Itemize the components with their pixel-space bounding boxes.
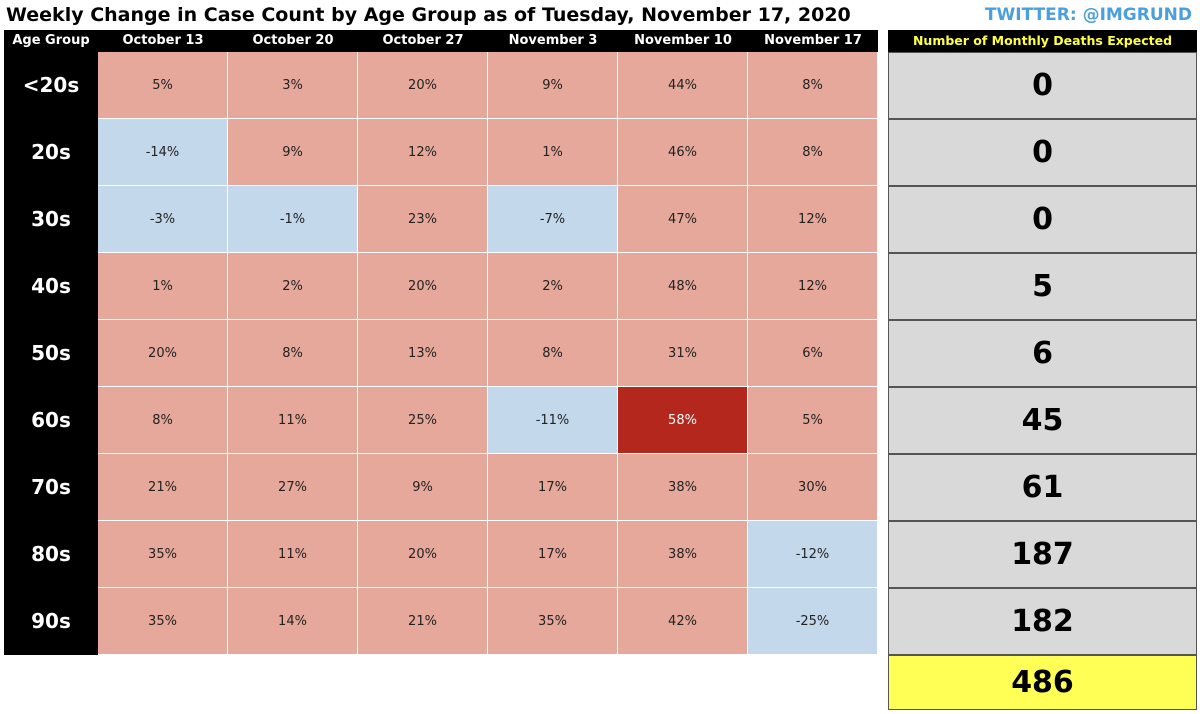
heatmap-cell: 2% (228, 253, 358, 320)
age-group-label: <20s (22, 73, 80, 97)
heatmap-cell: -7% (488, 186, 618, 253)
heatmap-cell: 1% (488, 119, 618, 186)
heatmap-grid: Age Group October 13 October 20 October 27 N… (4, 30, 878, 655)
heatmap-cell: 11% (228, 387, 358, 454)
heatmap-cell: 27% (228, 454, 358, 521)
age-group-label: 90s (31, 609, 71, 633)
heatmap-cell: 12% (748, 186, 878, 253)
heatmap-cell: 47% (618, 186, 748, 253)
heatmap-cell: 38% (618, 521, 748, 588)
heatmap-cell: 17% (488, 521, 618, 588)
heatmap-cell: 8% (748, 119, 878, 186)
column-header: October 13 (122, 33, 204, 48)
heatmap-cell: -12% (748, 521, 878, 588)
heatmap-cell: 9% (488, 52, 618, 119)
deaths-value: 45 (888, 387, 1197, 454)
heatmap-cell: 35% (98, 521, 228, 588)
heatmap-cell: 11% (228, 521, 358, 588)
heatmap-cell: 46% (618, 119, 748, 186)
age-group-label: 70s (31, 475, 71, 499)
heatmap-cell: 5% (98, 52, 228, 119)
heatmap-cell: 8% (748, 52, 878, 119)
deaths-value: 0 (888, 186, 1197, 253)
heatmap-cell: 8% (488, 320, 618, 387)
deaths-value: 61 (888, 454, 1197, 521)
column-header: November 10 (634, 33, 732, 48)
column-header: November 3 (508, 33, 598, 48)
heatmap-cell: 21% (98, 454, 228, 521)
deaths-total: 486 (888, 655, 1197, 710)
heatmap-cell: 20% (358, 521, 488, 588)
age-group-label: 40s (31, 274, 71, 298)
heatmap-cell: 5% (748, 387, 878, 454)
heatmap-cell: -25% (748, 588, 878, 655)
heatmap-cell: 13% (358, 320, 488, 387)
heatmap-cell: 8% (98, 387, 228, 454)
heatmap-cell: 21% (358, 588, 488, 655)
heatmap-cell: 38% (618, 454, 748, 521)
heatmap-cell: -11% (488, 387, 618, 454)
heatmap-cell: -1% (228, 186, 358, 253)
heatmap-cell: 1% (98, 253, 228, 320)
heatmap-cell: -14% (98, 119, 228, 186)
heatmap-cell: 12% (358, 119, 488, 186)
twitter-handle: TWITTER: @IMGRUND (984, 5, 1192, 25)
heatmap-cell: 3% (228, 52, 358, 119)
heatmap-cell: 23% (358, 186, 488, 253)
deaths-value: 6 (888, 320, 1197, 387)
age-group-label: 30s (31, 207, 71, 231)
heatmap-cell: 20% (358, 52, 488, 119)
heatmap-cell: 35% (98, 588, 228, 655)
heatmap-cell: 12% (748, 253, 878, 320)
heatmap-cell: 9% (228, 119, 358, 186)
heatmap-cell: 48% (618, 253, 748, 320)
heatmap-cell: 20% (98, 320, 228, 387)
heatmap-cell: 30% (748, 454, 878, 521)
heatmap-cell: 58% (618, 387, 748, 454)
heatmap-cell: 8% (228, 320, 358, 387)
heatmap-cell: 42% (618, 588, 748, 655)
heatmap-cell: 6% (748, 320, 878, 387)
deaths-header: Number of Monthly Deaths Expected (888, 30, 1197, 52)
heatmap-cell: 25% (358, 387, 488, 454)
age-group-label: 20s (31, 140, 71, 164)
deaths-value: 5 (888, 253, 1197, 320)
heatmap-cell: 35% (488, 588, 618, 655)
heatmap-cell: 17% (488, 454, 618, 521)
age-group-label: 50s (31, 341, 71, 365)
heatmap-cell: 31% (618, 320, 748, 387)
heatmap-cell: 2% (488, 253, 618, 320)
deaths-value: 182 (888, 588, 1197, 655)
row-header-label: Age Group (12, 33, 90, 48)
deaths-value: 187 (888, 521, 1197, 588)
deaths-value: 0 (888, 119, 1197, 186)
heatmap-cell: 20% (358, 253, 488, 320)
deaths-value: 0 (888, 52, 1197, 119)
column-header: October 27 (382, 33, 464, 48)
age-group-label: 80s (31, 542, 71, 566)
heatmap-cell: 44% (618, 52, 748, 119)
heatmap-cell: 9% (358, 454, 488, 521)
column-header: November 17 (764, 33, 862, 48)
heatmap-cell: -3% (98, 186, 228, 253)
age-group-label: 60s (31, 408, 71, 432)
column-header: October 20 (252, 33, 334, 48)
heatmap-cell: 14% (228, 588, 358, 655)
chart-title: Weekly Change in Case Count by Age Group… (6, 4, 851, 26)
